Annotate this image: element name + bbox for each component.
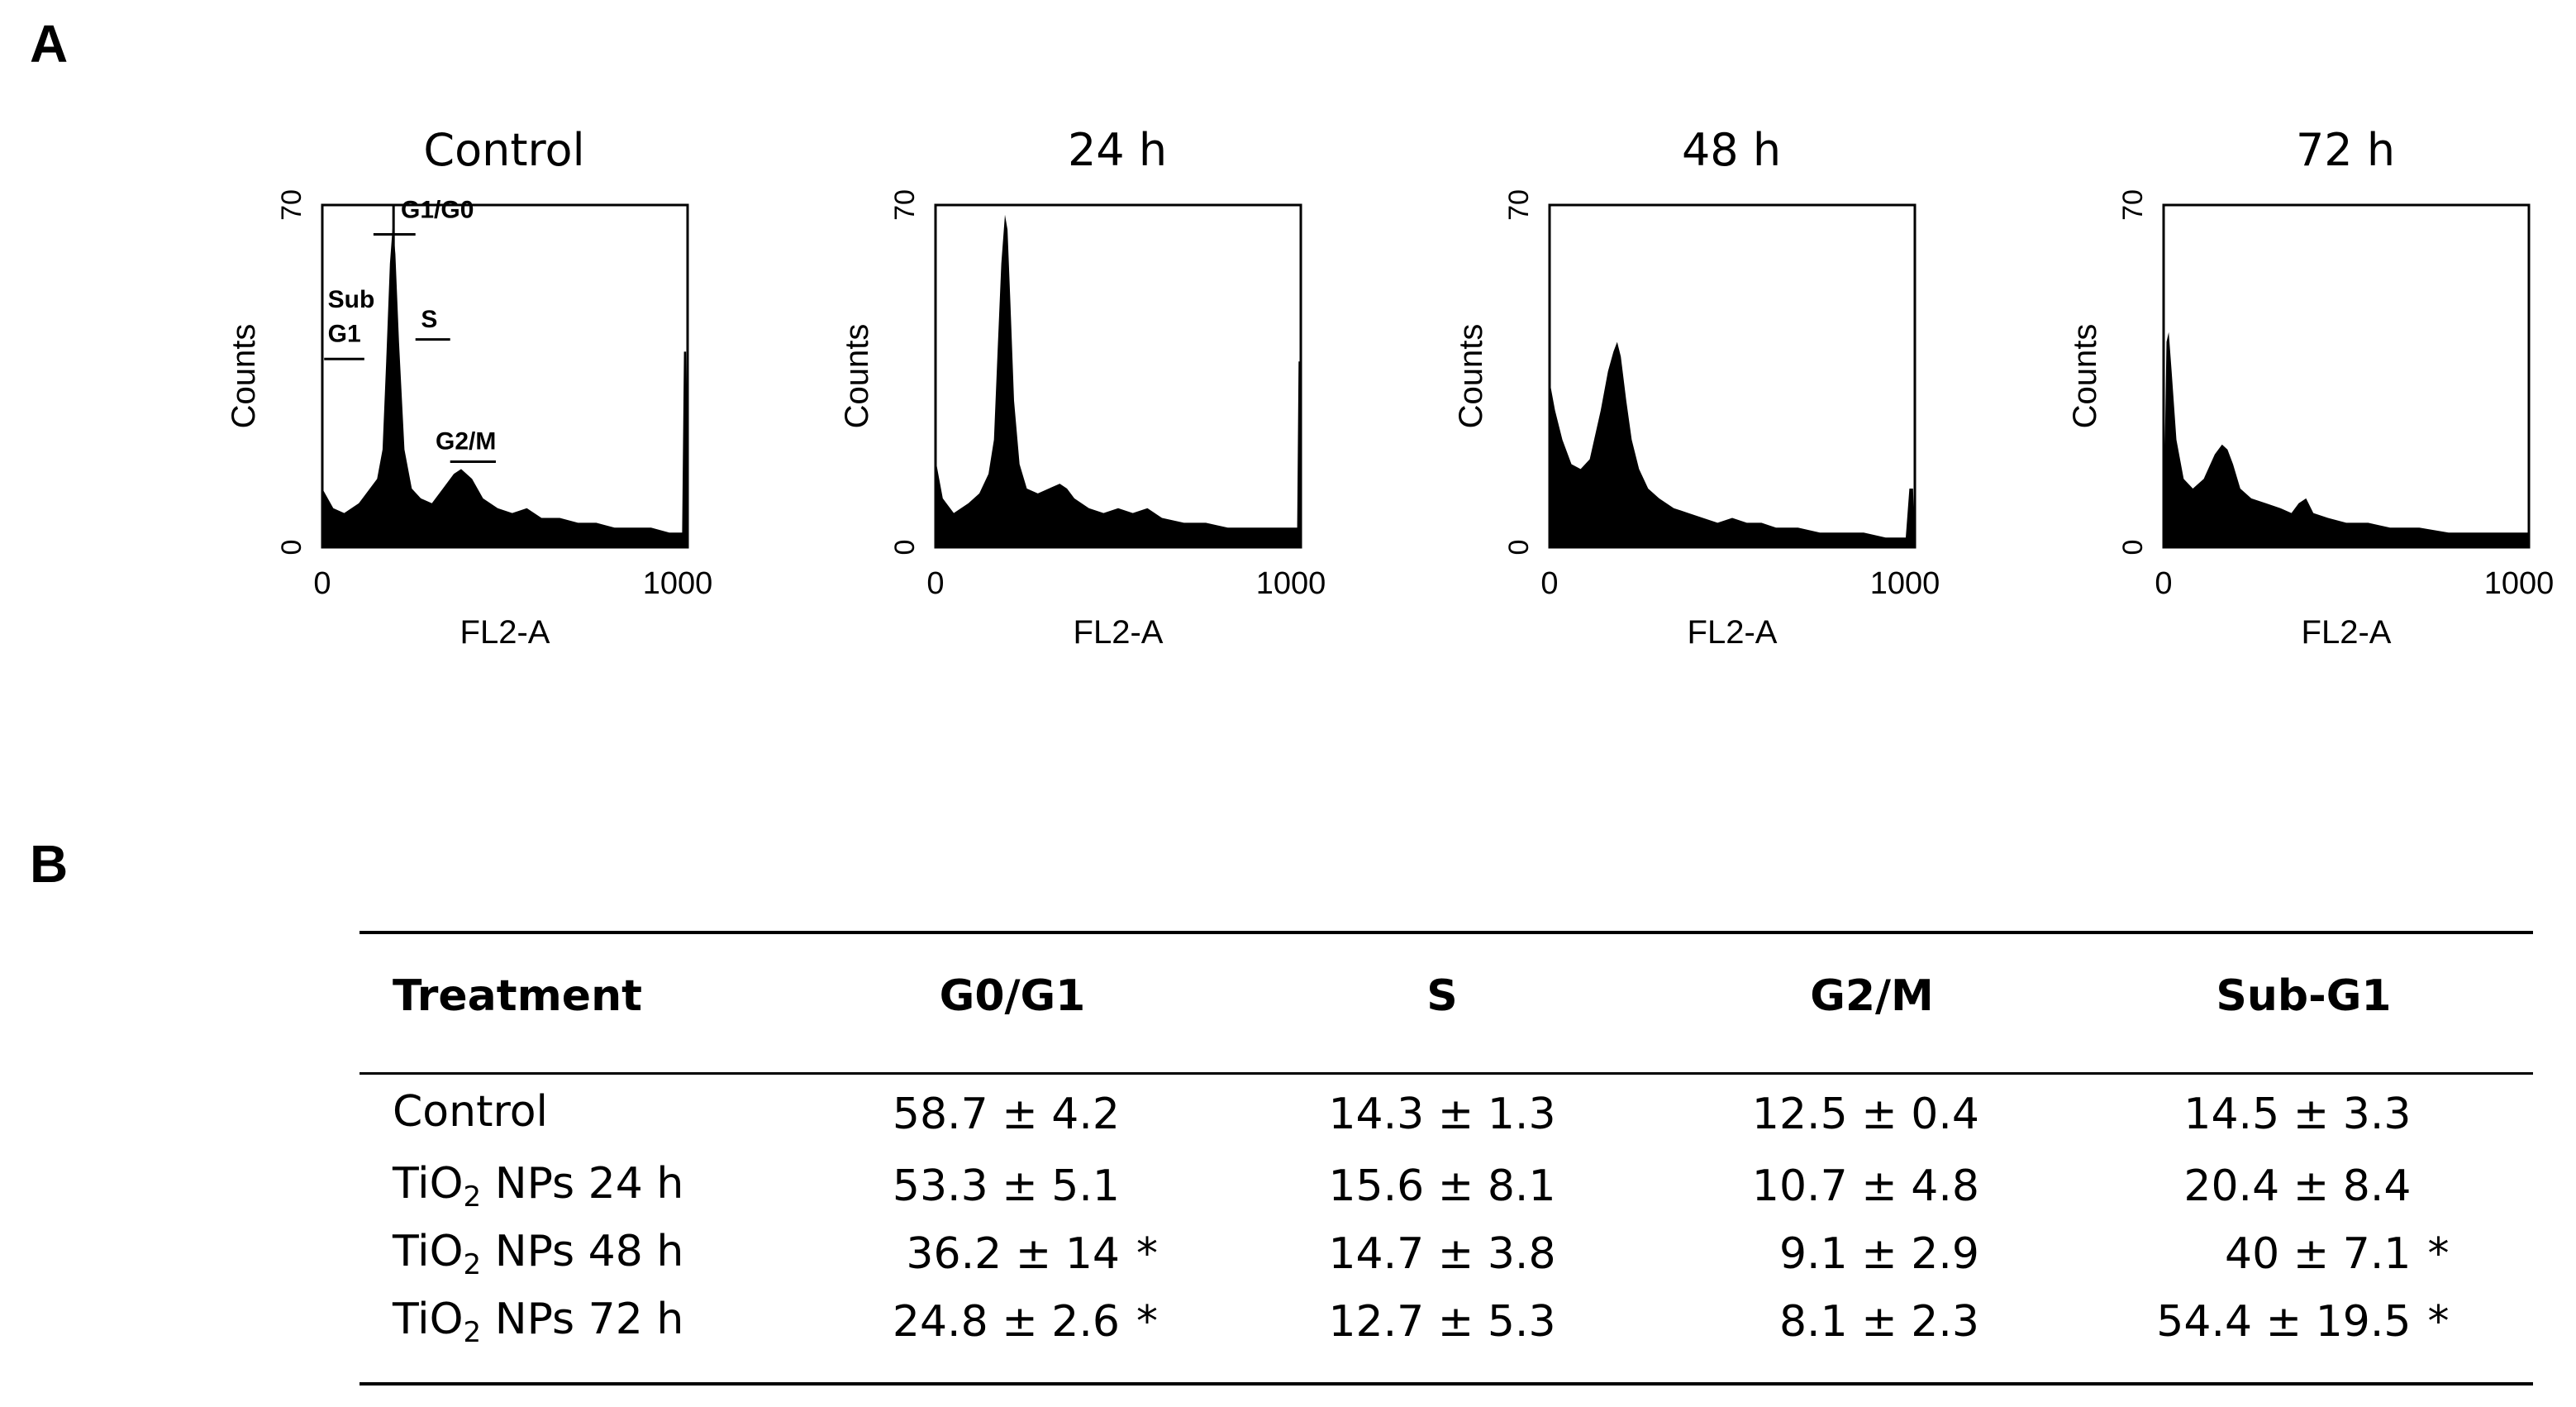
y-axis-label: Counts [1453, 324, 1489, 429]
plot-title: Control [423, 124, 585, 176]
cell-cycle-table: Treatment G0/G1 S G2/M Sub-G1 Control 58… [393, 934, 2521, 1356]
table-top-rule [359, 931, 2533, 934]
table-row: TiO2 NPs 24 h 53.3 ± 5.1 15.6 ± 8.1 10.7… [393, 1152, 2521, 1220]
g0g1-cell: 58.7 ± 4.2 [892, 1090, 1120, 1139]
g2m-cell: 10.7 ± 4.8 [1751, 1161, 1979, 1211]
subg1-cell: 20.4 ± 8.4 [2183, 1161, 2412, 1211]
histogram-72h: 72 h 0 70 Counts 0 1000 FL2-A [2040, 124, 2576, 703]
y-tick-label: 0 [889, 540, 921, 556]
x-tick-label: 0 [2155, 566, 2172, 601]
panel-b-label: B [30, 834, 69, 894]
gate-label-g1: G1 [328, 321, 361, 348]
histogram-control: Control 0 70 Counts 0 1000 FL2-A G1/G0 Sub G1 S G2… [198, 124, 810, 703]
y-axis-label: Counts [2067, 324, 2103, 429]
x-tick-label: 1000 [1870, 566, 1940, 601]
g2m-cell: 9.1 ± 2.9 [1778, 1229, 1979, 1279]
subg1-cell: 54.4 ± 19.5 * [2087, 1288, 2521, 1356]
y-tick-label: 0 [2117, 540, 2149, 556]
treatment-cell: TiO2 NPs 48 h [393, 1227, 684, 1281]
subg1-cell: 14.5 ± 3.3 [2183, 1090, 2412, 1139]
s-cell: 12.7 ± 5.3 [1328, 1297, 1556, 1347]
g0g1-cell: 53.3 ± 5.1 [892, 1161, 1120, 1211]
y-axis-label: Counts [226, 324, 262, 429]
x-tick-label: 1000 [2484, 566, 2555, 601]
plot-title: 24 h [1067, 124, 1168, 176]
significance-marker: * [2427, 1297, 2450, 1347]
y-tick-label: 70 [2117, 190, 2149, 221]
histogram-48h: 48 h 0 70 Counts 0 1000 FL2-A [1426, 124, 2037, 703]
histogram-24h: 24 h 0 70 Counts 0 1000 FL2-A [812, 124, 1423, 703]
subg1-cell: 40 ± 7.1 * [2087, 1220, 2521, 1288]
significance-marker: * [1136, 1229, 1158, 1279]
histogram-area [936, 214, 1301, 547]
y-tick-label: 70 [1503, 190, 1535, 221]
panel-a-label: A [30, 14, 69, 74]
histogram-svg: 0 70 Counts 0 1000 FL2-A G1/G0 Sub G1 S G2/M [226, 190, 713, 651]
x-tick-label: 0 [313, 566, 331, 601]
y-axis-label: Counts [839, 324, 875, 429]
gate-label-s: S [421, 306, 437, 333]
gate-label-g1g0: G1/G0 [401, 196, 474, 223]
header-s: S [1426, 971, 1458, 1021]
g0g1-cell: 24.8 ± 2.6 * [798, 1288, 1227, 1356]
treatment-cell: Control [393, 1087, 548, 1137]
table-row: TiO2 NPs 72 h 24.8 ± 2.6 * 12.7 ± 5.3 8.1… [393, 1288, 2521, 1356]
table-bottom-rule [359, 1382, 2533, 1386]
header-g0g1: G0/G1 [939, 971, 1086, 1021]
header-subg1: Sub-G1 [2216, 971, 2392, 1021]
s-cell: 14.7 ± 3.8 [1328, 1229, 1556, 1279]
treatment-cell: TiO2 NPs 24 h [393, 1159, 684, 1214]
gate-label-g2m: G2/M [436, 428, 496, 455]
plot-frame [2162, 203, 2531, 549]
y-tick-label: 70 [889, 190, 921, 221]
s-cell: 14.3 ± 1.3 [1328, 1090, 1556, 1139]
gate-label-sub: Sub [328, 286, 375, 313]
table-header-rule [359, 1072, 2533, 1075]
treatment-cell: TiO2 NPs 72 h [393, 1295, 684, 1349]
histogram-svg: 0 70 Counts 0 1000 FL2-A [839, 190, 1326, 651]
g0g1-cell: 36.2 ± 14 * [798, 1220, 1227, 1288]
histogram-svg: 0 70 Counts 0 1000 FL2-A [1453, 190, 1940, 651]
plot-frame [1548, 203, 1917, 549]
table-row: TiO2 NPs 48 h 36.2 ± 14 * 14.7 ± 3.8 9.1 … [393, 1220, 2521, 1288]
header-g2m: G2/M [1810, 971, 1934, 1021]
histogram-area [322, 224, 688, 547]
plot-title: 48 h [1681, 124, 1782, 176]
x-axis-label: FL2-A [1074, 614, 1164, 651]
plot-title: 72 h [2295, 124, 2396, 176]
y-tick-label: 0 [1503, 540, 1535, 556]
significance-marker: * [2427, 1229, 2450, 1279]
x-tick-label: 1000 [643, 566, 713, 601]
plot-frame [321, 203, 689, 549]
x-tick-label: 0 [1540, 566, 1558, 601]
table-row: Control 58.7 ± 4.2 14.3 ± 1.3 12.5 ± 0.4… [393, 1058, 2521, 1152]
g2m-cell: 8.1 ± 2.3 [1778, 1297, 1979, 1347]
x-axis-label: FL2-A [460, 614, 550, 651]
y-tick-label: 70 [276, 190, 307, 221]
histogram-area [2164, 331, 2529, 547]
histogram-area [1550, 341, 1915, 547]
histogram-svg: 0 70 Counts 0 1000 FL2-A [2067, 190, 2555, 651]
plot-frame [934, 203, 1302, 549]
x-axis-label: FL2-A [2302, 614, 2392, 651]
x-axis-label: FL2-A [1688, 614, 1778, 651]
g2m-cell: 12.5 ± 0.4 [1751, 1090, 1979, 1139]
table-header-row: Treatment G0/G1 S G2/M Sub-G1 [393, 934, 2521, 1058]
y-tick-label: 0 [276, 540, 307, 556]
s-cell: 15.6 ± 8.1 [1328, 1161, 1556, 1211]
x-tick-label: 0 [926, 566, 944, 601]
x-tick-label: 1000 [1256, 566, 1326, 601]
significance-marker: * [1136, 1297, 1158, 1347]
header-treatment: Treatment [393, 971, 642, 1021]
